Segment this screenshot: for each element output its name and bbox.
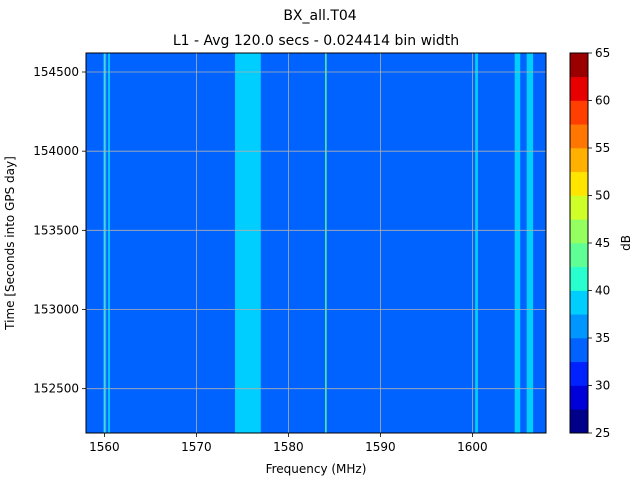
colorbar-segment-11 — [570, 148, 588, 173]
heatmap-band-0 — [103, 53, 107, 433]
heatmap-background — [86, 53, 546, 433]
colorbar-segment-1 — [570, 385, 588, 410]
y-tick-label-1: 153000 — [33, 303, 79, 317]
colorbar-segment-4 — [570, 314, 588, 339]
plot-area: 1560 1570 1580 1590 1600 152500 153000 153500 15… — [33, 52, 547, 454]
colorbar-tick-label-8: 65 — [595, 46, 610, 60]
plot-frame — [85, 52, 547, 434]
x-tick-label-1: 1570 — [181, 440, 212, 454]
colorbar-segment-3 — [570, 338, 588, 363]
colorbar: 25 30 35 40 45 50 55 60 65 — [569, 46, 610, 440]
colorbar-tick-label-4: 45 — [595, 236, 610, 250]
x-axis-label: Frequency (MHz) — [266, 462, 367, 476]
chart-subtitle: L1 - Avg 120.0 secs - 0.024414 bin width — [173, 33, 459, 49]
colorbar-tick-label-6: 55 — [595, 141, 610, 155]
colorbar-tick-label-2: 35 — [595, 331, 610, 345]
heatmap-band-6 — [514, 53, 521, 433]
colorbar-tick-label-7: 60 — [595, 94, 610, 108]
colorbar-tick-label-0: 25 — [595, 426, 610, 440]
colorbar-segment-8 — [570, 219, 588, 244]
heatmap-band-5 — [475, 53, 478, 433]
heatmap-band-1 — [108, 53, 110, 433]
colorbar-segment-10 — [570, 171, 588, 196]
heatmap-band-7 — [526, 53, 534, 433]
heatmap-band-3 — [246, 53, 250, 433]
heatmap-band-4 — [325, 53, 327, 433]
colorbar-segment-9 — [570, 195, 588, 220]
colorbar-segment-7 — [570, 243, 588, 268]
x-tick-label-4: 1600 — [457, 440, 488, 454]
y-axis-label: Time [Seconds into GPS day] — [3, 156, 17, 331]
x-tick-label-3: 1590 — [365, 440, 396, 454]
x-tick-label-2: 1580 — [273, 440, 304, 454]
x-tick-label-0: 1560 — [89, 440, 120, 454]
y-tick-label-0: 152500 — [33, 382, 79, 396]
y-tick-label-2: 153500 — [33, 223, 79, 237]
colorbar-segment-0 — [570, 409, 588, 434]
colorbar-segment-5 — [570, 290, 588, 315]
colorbar-segment-2 — [570, 361, 588, 386]
y-tick-label-3: 154000 — [33, 144, 79, 158]
colorbar-segment-12 — [570, 124, 588, 149]
colorbar-label: dB — [619, 235, 633, 251]
y-tick-label-4: 154500 — [33, 65, 79, 79]
chart-title: BX_all.T04 — [283, 8, 356, 24]
colorbar-segment-6 — [570, 266, 588, 291]
colorbar-tick-label-1: 30 — [595, 379, 610, 393]
colorbar-tick-label-5: 50 — [595, 189, 610, 203]
colorbar-segment-15 — [570, 53, 588, 78]
colorbar-tick-label-3: 40 — [595, 284, 610, 298]
colorbar-segment-14 — [570, 76, 588, 101]
colorbar-segment-13 — [570, 100, 588, 125]
